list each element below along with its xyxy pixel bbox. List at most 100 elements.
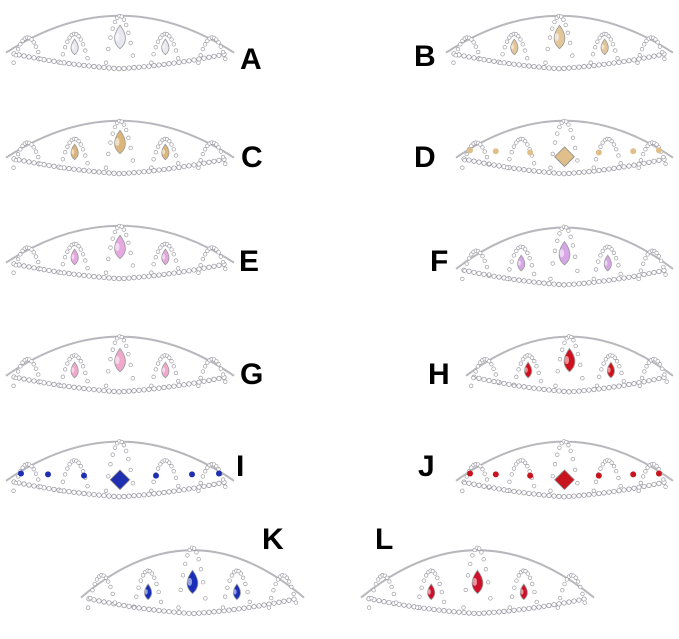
rhinestone — [65, 39, 70, 44]
rhinestone-row — [11, 51, 227, 72]
rhinestone — [60, 52, 66, 57]
rhinestone — [126, 30, 131, 35]
rhinestone — [220, 477, 226, 482]
rhinestone — [223, 379, 228, 384]
rhinestone — [593, 157, 599, 162]
rhinestone — [518, 37, 523, 42]
rhinestone — [216, 40, 221, 45]
rhinestone — [555, 131, 560, 136]
gem-highlight — [71, 367, 75, 373]
rhinestone — [155, 144, 161, 149]
rhinestone — [603, 357, 609, 362]
rhinestone — [60, 374, 66, 379]
rhinestone-row — [366, 596, 587, 617]
rhinestone — [614, 359, 620, 364]
rhinestone — [573, 343, 578, 349]
rhinestone — [384, 575, 390, 580]
rhinestone — [80, 42, 86, 47]
rhinestone — [216, 362, 221, 367]
rhinestone — [227, 578, 232, 583]
rhinestone — [83, 258, 88, 263]
rhinestone — [548, 276, 553, 282]
rhinestone — [618, 271, 623, 277]
rhinestone — [110, 347, 115, 352]
rhinestone — [29, 37, 34, 42]
rhinestone — [214, 142, 219, 147]
rhinestone — [60, 262, 66, 267]
rhinestone — [575, 579, 581, 584]
rhinestone — [598, 144, 603, 149]
gem-highlight — [187, 577, 193, 586]
rhinestone — [176, 161, 181, 166]
rhinestone — [389, 584, 394, 590]
rhinestone — [136, 585, 141, 590]
label-l: L — [375, 523, 394, 556]
rhinestone — [36, 49, 41, 55]
rhinestone — [600, 248, 605, 254]
rhinestone — [507, 157, 512, 162]
rhinestone — [570, 135, 576, 140]
rhinestone — [83, 370, 88, 376]
rhinestone — [108, 245, 113, 250]
rhinestone — [85, 483, 90, 489]
rhinestone — [484, 154, 490, 160]
rhinestone — [516, 33, 521, 39]
rhinestone — [462, 480, 467, 486]
rhinestone — [505, 276, 510, 282]
label-d: D — [414, 141, 436, 174]
rhinestone — [638, 480, 644, 486]
rhinestone — [655, 40, 660, 45]
gem — [70, 361, 79, 379]
rhinestone — [511, 144, 517, 149]
rhinestone — [176, 266, 181, 271]
rhinestone — [642, 369, 647, 374]
rhinestone — [196, 165, 201, 170]
rhinestone — [149, 383, 154, 388]
small-gem — [595, 149, 602, 156]
rhinestone — [572, 254, 578, 259]
rhinestone — [76, 138, 81, 144]
rhinestone — [487, 272, 492, 277]
headband — [360, 549, 595, 599]
rhinestone — [569, 334, 574, 340]
gem — [232, 583, 241, 601]
rhinestone — [106, 256, 111, 262]
rhinestone — [266, 605, 272, 610]
rhinestone — [495, 379, 501, 384]
rhinestone — [85, 161, 90, 166]
rhinestone — [90, 588, 95, 593]
rhinestone — [557, 231, 562, 236]
rhinestone — [464, 152, 469, 157]
rhinestone — [367, 605, 372, 610]
rhinestone — [415, 605, 420, 610]
rhinestone — [654, 250, 659, 256]
rhinestone — [271, 588, 276, 593]
rhinestone — [663, 161, 668, 166]
rhinestone — [545, 46, 550, 52]
rhinestone — [664, 379, 669, 384]
gem-highlight — [162, 44, 166, 50]
rhinestone — [552, 462, 558, 467]
rhinestone — [124, 22, 129, 28]
rhinestone — [600, 140, 605, 145]
rhinestone — [106, 369, 111, 374]
gem-highlight — [511, 44, 515, 50]
rhinestone — [609, 247, 614, 252]
tiara-e — [5, 223, 235, 282]
rhinestone — [225, 585, 230, 590]
rhinestone — [169, 37, 174, 42]
rhinestone — [153, 45, 158, 50]
rhinestone — [577, 362, 583, 368]
rhinestone — [171, 469, 176, 474]
rhinestone — [80, 252, 86, 257]
rhinestone — [531, 161, 537, 166]
rhinestone — [198, 480, 203, 486]
rhinestone — [158, 599, 164, 605]
rhinestone — [481, 557, 486, 562]
rhinestone — [482, 149, 487, 154]
rhinestone — [126, 135, 131, 140]
rhinestone — [471, 375, 476, 381]
gem-highlight — [115, 32, 120, 42]
rhinestone — [463, 587, 468, 593]
rhinestone — [509, 150, 514, 155]
